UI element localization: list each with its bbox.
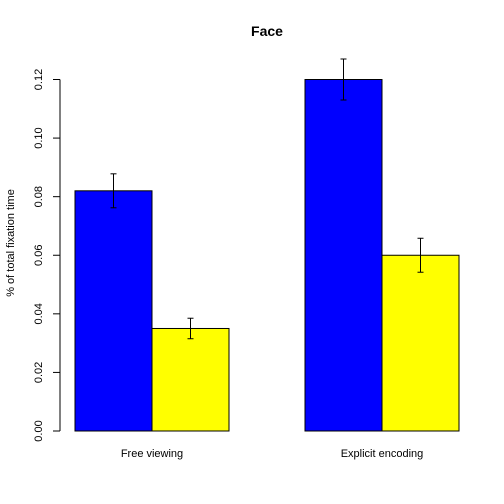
y-axis-label: % of total fixation time: [5, 189, 17, 297]
bars: [74, 79, 460, 432]
bar: [381, 254, 460, 432]
y-tick-label: 0.04: [33, 303, 45, 324]
error-bars: [110, 58, 424, 340]
bar: [151, 327, 230, 432]
y-tick-label: 0.02: [33, 362, 45, 383]
x-axis-labels: Free viewing Explicit encoding: [121, 448, 423, 460]
y-axis: 0.00 0.02 0.04 0.06 0.08 0.10 0.12: [33, 69, 61, 442]
y-tick-label: 0.06: [33, 245, 45, 266]
x-category-label: Explicit encoding: [341, 448, 424, 460]
y-tick-label: 0.00: [33, 420, 45, 441]
y-tick-label: 0.10: [33, 127, 45, 148]
bar: [304, 79, 383, 432]
bar: [74, 190, 153, 432]
x-category-label: Free viewing: [121, 448, 183, 460]
chart-title: Face: [251, 23, 283, 39]
y-tick-label: 0.12: [33, 69, 45, 90]
y-tick-label: 0.08: [33, 186, 45, 207]
